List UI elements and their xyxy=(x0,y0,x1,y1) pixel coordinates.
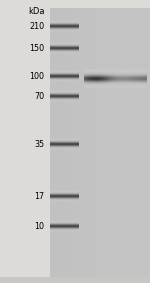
Text: 210: 210 xyxy=(29,22,44,31)
Text: 70: 70 xyxy=(34,92,44,101)
Text: 35: 35 xyxy=(34,140,44,149)
Text: 17: 17 xyxy=(34,192,44,201)
Bar xyxy=(0,0,150,8)
Text: 100: 100 xyxy=(29,72,44,81)
Text: 150: 150 xyxy=(29,44,44,53)
Bar xyxy=(0,8,50,277)
Text: kDa: kDa xyxy=(28,7,45,16)
Text: 10: 10 xyxy=(34,222,44,231)
